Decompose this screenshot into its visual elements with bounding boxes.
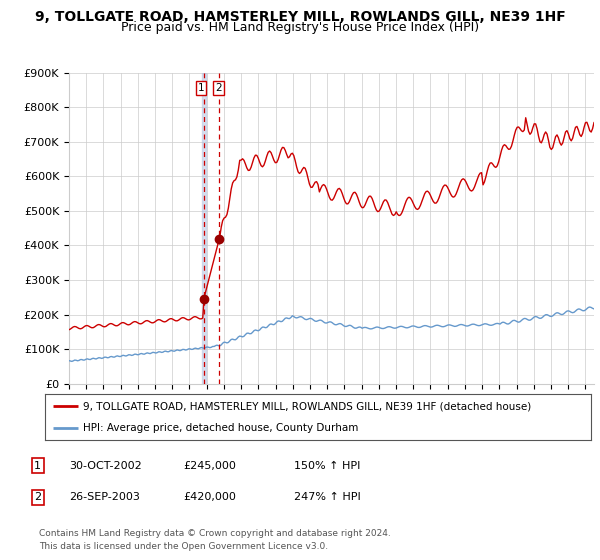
Text: 2: 2 — [34, 492, 41, 502]
Text: 1: 1 — [198, 83, 205, 94]
Text: 26-SEP-2003: 26-SEP-2003 — [69, 492, 140, 502]
Text: 1: 1 — [34, 461, 41, 471]
Text: £245,000: £245,000 — [183, 461, 236, 471]
Text: HPI: Average price, detached house, County Durham: HPI: Average price, detached house, Coun… — [83, 423, 359, 433]
Text: 150% ↑ HPI: 150% ↑ HPI — [294, 461, 361, 471]
Text: Contains HM Land Registry data © Crown copyright and database right 2024.
This d: Contains HM Land Registry data © Crown c… — [39, 529, 391, 550]
Text: 2: 2 — [215, 83, 222, 94]
Bar — [202, 73, 206, 384]
Text: 9, TOLLGATE ROAD, HAMSTERLEY MILL, ROWLANDS GILL, NE39 1HF: 9, TOLLGATE ROAD, HAMSTERLEY MILL, ROWLA… — [35, 10, 565, 24]
Text: Price paid vs. HM Land Registry's House Price Index (HPI): Price paid vs. HM Land Registry's House … — [121, 21, 479, 34]
Text: 247% ↑ HPI: 247% ↑ HPI — [294, 492, 361, 502]
Text: 9, TOLLGATE ROAD, HAMSTERLEY MILL, ROWLANDS GILL, NE39 1HF (detached house): 9, TOLLGATE ROAD, HAMSTERLEY MILL, ROWLA… — [83, 401, 532, 411]
Text: £420,000: £420,000 — [183, 492, 236, 502]
Text: 30-OCT-2002: 30-OCT-2002 — [69, 461, 142, 471]
